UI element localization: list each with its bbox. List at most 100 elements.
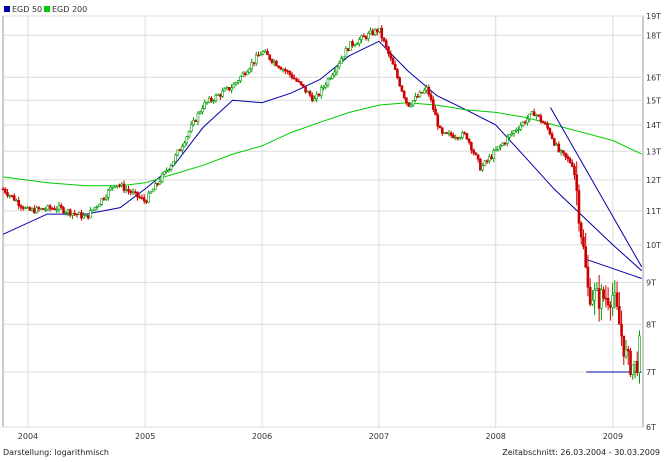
price-candle-body xyxy=(48,205,52,209)
price-candle-body xyxy=(154,183,157,190)
price-candle-body xyxy=(165,170,168,173)
price-candle-body xyxy=(452,135,455,139)
price-candle-body xyxy=(187,131,191,137)
price-candle-body xyxy=(373,29,377,36)
price-candle-body xyxy=(252,62,256,64)
price-candle-body xyxy=(68,209,72,216)
price-candle-body xyxy=(21,206,25,209)
price-candle-body xyxy=(243,72,247,76)
price-candle-body xyxy=(147,192,150,203)
price-candle-body xyxy=(266,50,269,56)
price-candle-body xyxy=(71,212,74,216)
price-candle-body xyxy=(304,86,307,93)
series-layer xyxy=(2,40,643,373)
price-candle-body xyxy=(109,187,112,191)
price-candle-body xyxy=(588,286,592,305)
price-candle-body xyxy=(463,132,466,134)
price-candle-body xyxy=(115,184,119,187)
price-candle-body xyxy=(344,48,348,58)
price-candle-body xyxy=(423,89,426,94)
price-candle-body xyxy=(297,80,301,83)
price-candle-body xyxy=(537,114,540,117)
price-candle-body xyxy=(317,93,321,96)
price-candle-body xyxy=(420,91,424,94)
price-candle-body xyxy=(514,129,518,132)
price-candle-body xyxy=(342,56,345,60)
price-candle-body xyxy=(254,54,258,64)
price-candles xyxy=(1,24,641,384)
price-candle-body xyxy=(53,208,56,210)
price-candle-body xyxy=(579,223,583,238)
y-tick-label: 9T xyxy=(646,278,656,287)
price-candle-body xyxy=(575,174,579,191)
price-candle-body xyxy=(411,100,415,106)
price-candle-body xyxy=(355,43,359,46)
price-candle-body xyxy=(539,115,543,122)
price-candle-body xyxy=(129,190,133,194)
price-candle-body xyxy=(586,266,590,288)
price-candle-body xyxy=(613,292,617,296)
price-candle-body xyxy=(398,77,401,87)
price-candle-body xyxy=(203,101,207,109)
price-candle-body xyxy=(62,207,65,214)
price-candle-body xyxy=(481,165,484,171)
price-candle-body xyxy=(396,69,399,79)
price-candle-body xyxy=(239,76,242,82)
price-candle-body xyxy=(597,288,601,309)
price-candle-body xyxy=(75,213,79,216)
price-candle-body xyxy=(33,208,36,214)
price-candle-body xyxy=(91,209,94,212)
price-candle-body xyxy=(131,191,135,194)
price-candle-body xyxy=(259,53,263,56)
price-candle-body xyxy=(207,97,211,103)
price-candle-body xyxy=(440,127,444,134)
price-candle-body xyxy=(638,335,641,373)
price-candle-body xyxy=(351,41,354,46)
price-candle-body xyxy=(313,98,316,102)
price-candle-body xyxy=(360,35,363,40)
price-candle-body xyxy=(15,200,18,202)
price-candle-body xyxy=(521,121,525,126)
price-candle-body xyxy=(279,67,283,70)
price-candle-body xyxy=(508,134,511,138)
price-candle-body xyxy=(631,364,635,375)
price-candle-body xyxy=(456,137,460,139)
price-candle-body xyxy=(564,152,567,157)
y-tick-label: 18T xyxy=(646,31,661,40)
price-candle-body xyxy=(595,288,599,291)
price-candle-body xyxy=(216,94,220,97)
y-tick-label: 16T xyxy=(646,73,661,82)
price-candle-body xyxy=(59,204,63,208)
footer: Darstellung: logarithmisch Zeitabschnitt… xyxy=(3,448,660,457)
price-candle-body xyxy=(548,127,552,135)
price-candle-body xyxy=(375,29,379,33)
price-candle-body xyxy=(93,207,97,211)
price-candle-body xyxy=(550,133,554,139)
series-line-egd-50 xyxy=(2,40,643,272)
price-candle-body xyxy=(635,361,639,373)
price-candle-body xyxy=(461,132,464,138)
price-candle-body xyxy=(429,94,433,100)
price-candle-body xyxy=(185,136,189,144)
price-candle-body xyxy=(604,297,608,300)
price-candle-body xyxy=(449,132,453,136)
price-candle-body xyxy=(407,102,410,107)
price-candle-body xyxy=(118,184,121,187)
price-candle-body xyxy=(89,210,92,219)
price-candle-body xyxy=(261,51,265,55)
price-candle-body xyxy=(163,171,166,175)
price-candle-body xyxy=(474,152,478,156)
grid xyxy=(3,15,643,428)
price-candle-body xyxy=(479,158,482,171)
price-candle-body xyxy=(95,206,99,208)
price-candle-body xyxy=(382,37,386,42)
price-candle-body xyxy=(591,299,594,305)
price-candle-body xyxy=(414,96,417,101)
price-candle-body xyxy=(364,36,368,39)
price-candle-body xyxy=(445,132,449,134)
price-candle-body xyxy=(499,145,502,148)
legend-label-egd200: EGD 200 xyxy=(52,5,87,14)
trend-line xyxy=(586,258,642,279)
price-candle-body xyxy=(77,212,81,215)
price-candle-body xyxy=(122,183,126,191)
